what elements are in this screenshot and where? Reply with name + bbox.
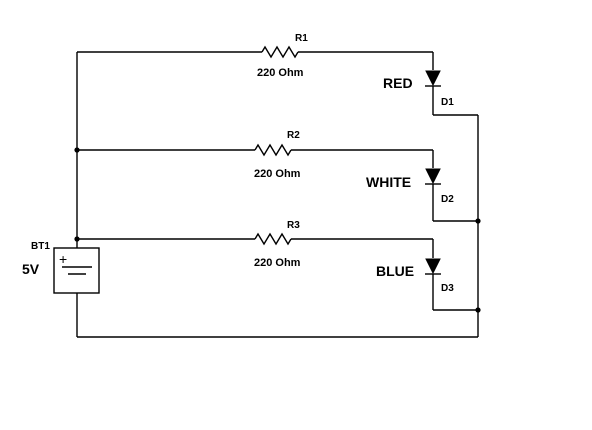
resistor-r1-symbol xyxy=(261,45,299,59)
wires xyxy=(76,51,479,338)
diode-d3-symbol xyxy=(425,258,441,275)
junctions xyxy=(74,147,481,313)
junction-node xyxy=(475,218,481,224)
resistor-r2-symbol xyxy=(254,143,292,157)
battery-ref-label: BT1 xyxy=(31,241,50,252)
r1-value-label: 220 Ohm xyxy=(257,67,304,79)
d2-color-label: WHITE xyxy=(366,174,411,190)
battery-plus-sign: + xyxy=(59,251,67,267)
r1-ref-label: R1 xyxy=(295,33,308,44)
r3-value-label: 220 Ohm xyxy=(254,257,301,269)
diode-d1-symbol xyxy=(425,70,441,87)
junction-node xyxy=(74,236,80,242)
junction-node xyxy=(475,307,481,313)
d3-ref-label: D3 xyxy=(441,283,454,294)
diode-d2-symbol xyxy=(425,168,441,185)
battery-value-label: 5V xyxy=(22,261,40,277)
d1-ref-label: D1 xyxy=(441,97,454,108)
junction-node xyxy=(74,147,80,153)
d3-color-label: BLUE xyxy=(376,263,414,279)
d1-color-label: RED xyxy=(383,75,413,91)
r2-ref-label: R2 xyxy=(287,130,300,141)
r2-value-label: 220 Ohm xyxy=(254,168,301,180)
battery-bt1-symbol xyxy=(53,247,100,294)
d2-ref-label: D2 xyxy=(441,194,454,205)
r3-ref-label: R3 xyxy=(287,220,300,231)
resistor-r3-symbol xyxy=(254,232,292,246)
